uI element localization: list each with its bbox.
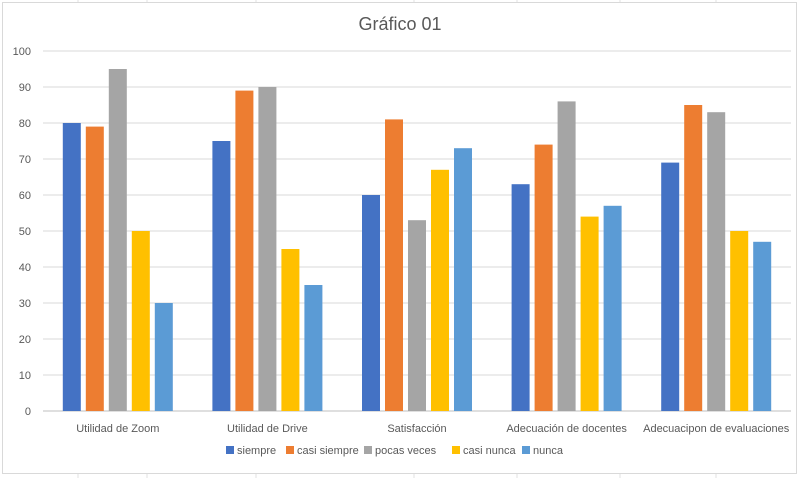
y-tick-label: 80 bbox=[19, 118, 31, 130]
bar[interactable] bbox=[258, 87, 277, 411]
y-tick-label: 60 bbox=[19, 190, 31, 202]
chart-title: Gráfico 01 bbox=[358, 14, 441, 34]
legend[interactable]: siempre casi siempre pocas veces casi nunca… bbox=[226, 445, 564, 457]
category-label: Adecuacipon de evaluaciones bbox=[643, 423, 790, 435]
bar[interactable] bbox=[85, 126, 104, 411]
legend-label[interactable]: casi nunca bbox=[463, 445, 516, 457]
bar[interactable] bbox=[154, 303, 173, 411]
bar[interactable] bbox=[603, 205, 622, 411]
bar[interactable] bbox=[511, 184, 530, 411]
bar[interactable] bbox=[235, 90, 254, 411]
legend-swatch bbox=[452, 446, 460, 454]
bar[interactable] bbox=[108, 69, 127, 411]
y-axis-ticks: 0 10 20 30 40 50 60 70 80 90 100 bbox=[13, 46, 31, 418]
bar[interactable] bbox=[408, 220, 426, 411]
bar[interactable] bbox=[454, 148, 472, 411]
legend-swatch bbox=[522, 446, 530, 454]
category-label: Satisfacción bbox=[387, 423, 446, 435]
category-label: Utilidad de Zoom bbox=[76, 423, 159, 435]
y-tick-label: 100 bbox=[13, 46, 31, 58]
legend-swatch bbox=[286, 446, 294, 454]
legend-label[interactable]: pocas veces bbox=[375, 445, 437, 457]
bar[interactable] bbox=[62, 123, 81, 411]
bar[interactable] bbox=[304, 285, 323, 411]
y-tick-label: 50 bbox=[19, 226, 31, 238]
bar[interactable] bbox=[362, 195, 380, 411]
y-tick-label: 0 bbox=[25, 406, 31, 418]
bar[interactable] bbox=[534, 144, 553, 411]
bar[interactable] bbox=[730, 231, 749, 411]
category-label: Adecuación de docentes bbox=[506, 423, 627, 435]
y-tick-label: 10 bbox=[19, 370, 31, 382]
y-tick-label: 20 bbox=[19, 334, 31, 346]
bar-chart: Gráfico 01 0 10 20 30 40 50 60 70 80 90 100 Utilid… bbox=[13, 14, 791, 457]
bar[interactable] bbox=[212, 141, 231, 411]
x-axis-categories: Utilidad de Zoom Utilidad de Drive Satisfa… bbox=[76, 423, 790, 435]
bar[interactable] bbox=[131, 231, 150, 411]
bar[interactable] bbox=[281, 249, 300, 411]
bar[interactable] bbox=[707, 112, 726, 411]
y-tick-label: 70 bbox=[19, 154, 31, 166]
y-tick-label: 40 bbox=[19, 262, 31, 274]
legend-label[interactable]: siempre bbox=[237, 445, 276, 457]
bar[interactable] bbox=[580, 216, 599, 411]
bar[interactable] bbox=[661, 162, 680, 411]
legend-label[interactable]: nunca bbox=[533, 445, 564, 457]
bar[interactable] bbox=[431, 169, 449, 411]
bar[interactable] bbox=[753, 241, 772, 411]
legend-swatch bbox=[226, 446, 234, 454]
y-tick-label: 90 bbox=[19, 82, 31, 94]
y-tick-label: 30 bbox=[19, 298, 31, 310]
bars bbox=[62, 69, 772, 412]
legend-label[interactable]: casi siempre bbox=[297, 445, 359, 457]
legend-swatch bbox=[364, 446, 372, 454]
category-label: Utilidad de Drive bbox=[227, 423, 308, 435]
bar[interactable] bbox=[557, 101, 576, 412]
bar[interactable] bbox=[684, 105, 703, 411]
bar[interactable] bbox=[385, 119, 403, 412]
